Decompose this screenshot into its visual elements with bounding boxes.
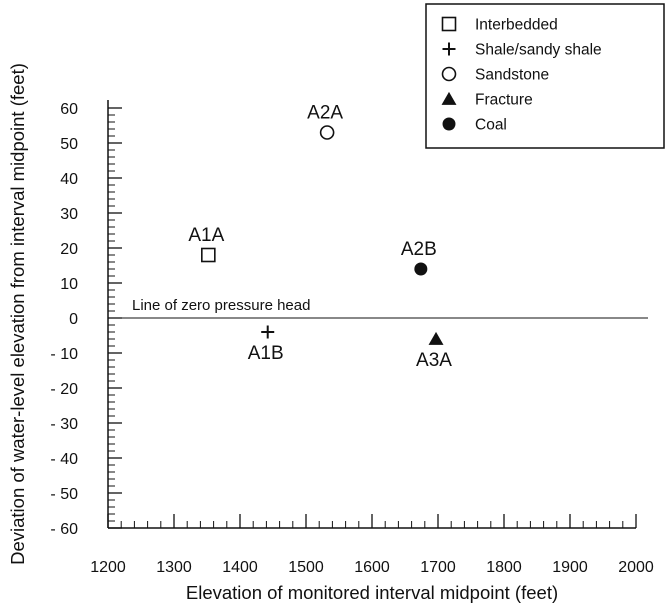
x-tick-label: 1800 [486, 559, 522, 576]
y-tick-label: 30 [60, 206, 78, 223]
x-tick-label: 1500 [288, 559, 324, 576]
y-tick-label: - 50 [50, 486, 78, 503]
legend-entry-label: Coal [475, 117, 507, 134]
data-point-a3a [428, 331, 444, 345]
point-label: A2A [307, 103, 343, 124]
legend-box [425, 3, 665, 149]
y-tick-label: - 10 [50, 346, 78, 363]
tick-labels: 60 50 40 30 20 10 0 - 10 - 20 - 30 - 40 - 50 - 60 120… [50, 101, 653, 576]
y-tick-label: - 30 [50, 416, 78, 433]
x-tick-label: 1200 [90, 559, 126, 576]
point-label: A1A [188, 225, 224, 246]
x-tick-label: 1400 [222, 559, 258, 576]
y-tick-label: - 60 [50, 521, 78, 538]
y-tick-label: 50 [60, 136, 78, 153]
data-point-a2b [414, 262, 428, 276]
legend-marker-filled-circle [442, 117, 456, 131]
y-tick-label: - 40 [50, 451, 78, 468]
legend-entry-label: Fracture [475, 92, 533, 109]
x-tick-label: 2000 [618, 559, 654, 576]
y-tick-label: 60 [60, 101, 78, 118]
x-tick-label: 1300 [156, 559, 192, 576]
y-tick-label: 20 [60, 241, 78, 258]
y-tick-label: 0 [69, 311, 78, 328]
legend-entry-label: Interbedded [475, 17, 558, 34]
y-tick-label: 40 [60, 171, 78, 188]
data-points: A1A A1B A2A A2B A3A [188, 103, 452, 372]
zero-line-annotation: Line of zero pressure head [132, 297, 310, 314]
axes [107, 100, 648, 529]
point-label: A2B [401, 239, 437, 260]
data-point-a2a [319, 125, 335, 140]
x-axis-label: Elevation of monitored interval midpoint… [186, 582, 558, 603]
point-label: A3A [416, 350, 452, 371]
legend-entry-label: Sandstone [475, 67, 549, 84]
legend-marker-open-square [441, 16, 457, 32]
ticks [107, 107, 637, 529]
legend-entry-label: Shale/sandy shale [475, 42, 602, 59]
data-point-a1b [261, 325, 275, 339]
legend-marker-filled-triangle [441, 91, 457, 105]
y-axis-label: Deviation of water-level elevation from … [7, 63, 28, 565]
legend: Interbedded Shale/sandy shale Sandstone Fra… [425, 3, 665, 149]
y-tick-label: 10 [60, 276, 78, 293]
point-label: A1B [248, 343, 284, 364]
data-point-a1a [201, 247, 216, 263]
x-tick-label: 1900 [552, 559, 588, 576]
x-tick-label: 1700 [420, 559, 456, 576]
y-tick-label: - 20 [50, 381, 78, 398]
legend-marker-plus [442, 42, 456, 56]
legend-marker-open-circle [441, 66, 457, 82]
x-tick-label: 1600 [354, 559, 390, 576]
